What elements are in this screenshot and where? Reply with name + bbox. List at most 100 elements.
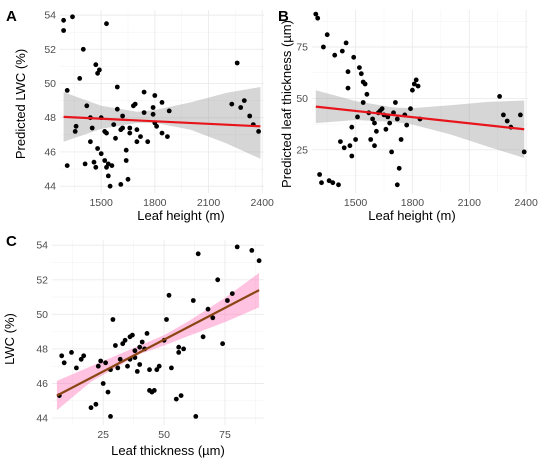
panel-c-regression-line [56,289,260,397]
panel-a-data-point [159,130,165,136]
panel-c-data-point [210,315,216,321]
panel-a-data-point [123,147,129,153]
panel-a-data-point [141,89,147,95]
panel-b-y-tick-label: 25 [296,144,308,156]
panel-a-data-point [73,123,79,129]
panel-c-data-point [105,389,111,395]
panel-c-y-tick-label: 54 [36,240,48,252]
panel-c-data-point [147,367,152,373]
panel-b-y-tick-label: 75 [296,42,308,54]
panel-a-data-point [104,130,109,136]
panel-a-confidence-band [63,87,261,159]
panel-c-x-tick-label: 75 [219,429,231,441]
panel-b-data-point [326,178,332,184]
panel-b-data-point [368,137,374,142]
panel-a-grid [60,10,264,193]
panel-c-data-point [137,344,143,350]
panel-c-data-point [225,298,230,303]
panel-a-data-point [165,134,170,140]
panel-c-data-point [256,258,262,264]
panel-a-data-point [105,161,111,167]
panel-b-data-point [319,180,324,186]
panel-a-y-tick-label: 46 [44,146,56,158]
panel-b-data-point [387,120,393,126]
panel-b-data-point [336,182,341,188]
panel-b-data-point [338,139,343,145]
panel-c-data-point [173,396,179,402]
panel-a-data-point [125,176,131,182]
panel-a-data-point [80,46,86,52]
panel-a-data-point [134,139,140,145]
panel-c-data-point [125,363,130,369]
panel-a-data-point [72,129,78,134]
panel-a-data-point [159,100,165,105]
panel-c-data-point [181,346,187,352]
panel-a-data-point [141,110,147,115]
panel-b-y-axis-label: Predicted leaf thickness (µm) [279,20,294,188]
panel-a-data-point [127,130,133,136]
panel-c-data-point [115,365,121,371]
panel-a-x-tick-label: 1500 [89,197,113,209]
panel-c-data-point [156,363,162,369]
panel-c-data-point [93,401,99,407]
panel-c-x-axis-label: Leaf thickness (µm) [111,443,225,458]
panel-b-data-point [362,81,368,87]
panel-a-data-point [105,173,111,179]
panel-a-data-point [70,14,75,20]
panel-c-data-point [74,365,79,371]
panel-a-data-point [102,158,108,163]
panel-b-x-tick-label: 1500 [344,197,368,209]
panel-c-confidence-band [56,272,260,411]
panel-a-data-point [93,62,99,68]
panel-c-data-point [144,331,150,336]
panel-b-data-point [345,85,351,91]
panel-a-data-point [127,125,133,131]
panel-b-data-point [313,11,319,17]
panel-c-data-point [190,298,196,303]
panel-a-data-point [113,135,118,141]
panel-c-y-tick-label: 50 [36,309,48,321]
panel-c-data-point [110,317,116,322]
panel-b-data-point [398,137,404,142]
panel-c-data-point [200,334,206,340]
panel-b-data-point [357,65,362,70]
panel-b-data-point [349,153,355,159]
panel-c-data-point [139,339,145,345]
panel-a-data-point [91,159,97,165]
panel-a: A Leaf height (m) Predicted LWC (%) 1500… [6,8,274,223]
panel-a-data-point [98,151,104,157]
panel-c-data-point [100,381,106,386]
panel-b-data-point [343,40,349,46]
panel-c-data-point [81,353,87,359]
panel-a-data-point [150,105,156,110]
panel-a-data-point [64,163,70,169]
panel-c-data-point [169,365,174,371]
panel-a-data-point [77,76,83,81]
panel-a-data-point [64,88,70,93]
panel-a-data-point [238,105,244,110]
panel-c-x-tick-label: 50 [158,429,170,441]
panel-c-y-tick-label: 46 [36,378,48,390]
panel-c-data-point [69,350,74,355]
panel-c-data-point [120,341,126,347]
panel-c-data-point [234,244,240,250]
panel-c-y-tick-label: 52 [36,274,48,286]
panel-a-data-point [84,103,90,109]
panel-a-data-point [82,161,88,167]
panel-c-y-tick-label: 44 [36,413,48,425]
panel-c-data-point [117,356,123,362]
panel-b-data-point [413,77,419,83]
panel-a-x-tick-label: 2100 [197,197,221,209]
panel-b-data-point [372,120,377,126]
panel-a-data-point [109,163,115,169]
panel-b-data-point [317,172,322,177]
panel-b-data-point [349,124,355,130]
panel-b-data-point [364,91,370,97]
panel-c-data-point [132,348,138,354]
panel-a-y-tick-label: 44 [44,181,56,193]
panel-b-data-point [383,126,389,132]
panel-a-data-point [93,164,99,170]
panel-c-y-axis-label: LWC (%) [2,313,17,365]
panel-a-regression-line [63,115,261,128]
